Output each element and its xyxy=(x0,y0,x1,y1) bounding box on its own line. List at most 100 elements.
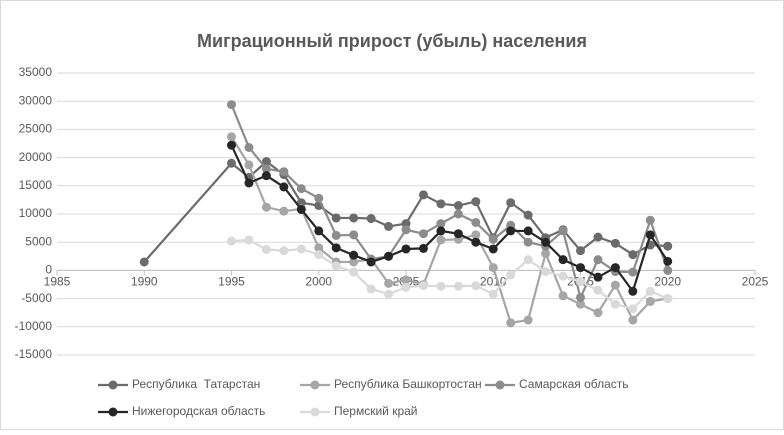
point xyxy=(471,197,481,207)
x-tick-label: 2000 xyxy=(305,275,332,289)
point xyxy=(244,235,254,245)
point xyxy=(506,270,516,280)
legend-marker xyxy=(108,407,118,417)
legend-label: Самарская область xyxy=(519,377,629,391)
point xyxy=(314,226,324,236)
y-tick-label: 30000 xyxy=(19,93,53,107)
point xyxy=(576,277,585,287)
point xyxy=(593,285,603,295)
point xyxy=(366,284,376,294)
legend-label: Республика Башкортостан xyxy=(334,377,482,391)
point xyxy=(471,281,481,291)
point xyxy=(314,193,324,203)
point xyxy=(331,213,341,223)
point xyxy=(593,272,603,282)
point xyxy=(261,245,271,255)
point xyxy=(314,243,324,253)
point xyxy=(279,167,289,177)
point xyxy=(593,308,603,318)
point xyxy=(401,225,411,235)
legend-label: Нижегородская область xyxy=(132,404,265,418)
point xyxy=(576,292,585,302)
point xyxy=(401,219,411,229)
point xyxy=(296,204,306,214)
point xyxy=(349,257,359,267)
point xyxy=(506,318,516,328)
x-tick-label: 1985 xyxy=(44,275,71,289)
point xyxy=(314,250,324,260)
point xyxy=(593,232,603,242)
point xyxy=(523,315,533,325)
point xyxy=(628,315,638,325)
point xyxy=(576,299,585,309)
point xyxy=(401,275,411,285)
point xyxy=(610,263,620,273)
point xyxy=(576,246,585,256)
point xyxy=(453,201,463,211)
point xyxy=(261,202,271,212)
point xyxy=(610,238,620,248)
y-tick-label: 25000 xyxy=(19,122,53,136)
point xyxy=(261,171,271,181)
point xyxy=(418,243,428,253)
point xyxy=(384,278,394,288)
point xyxy=(558,271,568,281)
point xyxy=(488,263,498,273)
point xyxy=(645,215,655,225)
point xyxy=(471,237,481,247)
point xyxy=(349,230,359,240)
point xyxy=(331,230,341,240)
point xyxy=(541,248,551,258)
point xyxy=(663,265,673,275)
point xyxy=(453,209,463,219)
point xyxy=(488,234,498,244)
point xyxy=(663,256,673,266)
point xyxy=(244,160,254,170)
point xyxy=(558,226,568,236)
legend-marker xyxy=(495,380,505,390)
point xyxy=(453,229,463,239)
point xyxy=(366,214,376,224)
point xyxy=(628,304,638,314)
point xyxy=(506,198,516,208)
point xyxy=(523,255,533,265)
point xyxy=(663,294,673,304)
point xyxy=(418,190,428,200)
point xyxy=(436,219,446,229)
point xyxy=(227,140,236,150)
point xyxy=(471,217,481,227)
point xyxy=(366,257,376,267)
y-tick-label: 0 xyxy=(45,263,52,277)
point xyxy=(331,243,341,253)
y-tick-label: 20000 xyxy=(19,150,53,164)
x-tick-label: 2020 xyxy=(654,275,681,289)
point xyxy=(628,250,638,260)
point xyxy=(261,164,271,174)
legend-label: Республика Татарстан xyxy=(132,377,260,391)
point xyxy=(488,244,498,254)
point xyxy=(401,282,411,292)
point xyxy=(349,250,359,260)
point xyxy=(384,221,394,231)
chart-title: Миграционный прирост (убыль) населения xyxy=(197,31,587,51)
point xyxy=(331,261,341,271)
point xyxy=(593,255,603,265)
point xyxy=(227,132,236,142)
point xyxy=(471,230,481,240)
y-tick-label: 5000 xyxy=(25,234,52,248)
point xyxy=(488,289,498,299)
point xyxy=(610,280,620,290)
point xyxy=(279,246,289,256)
point xyxy=(384,251,394,261)
legend-label: Пермский край xyxy=(334,404,418,418)
point xyxy=(541,237,551,247)
point xyxy=(610,299,620,309)
point xyxy=(139,257,149,267)
point xyxy=(244,142,254,152)
y-tick-label: -10000 xyxy=(15,319,53,333)
y-tick-label: 10000 xyxy=(19,206,53,220)
point xyxy=(628,267,638,277)
point xyxy=(244,178,254,188)
